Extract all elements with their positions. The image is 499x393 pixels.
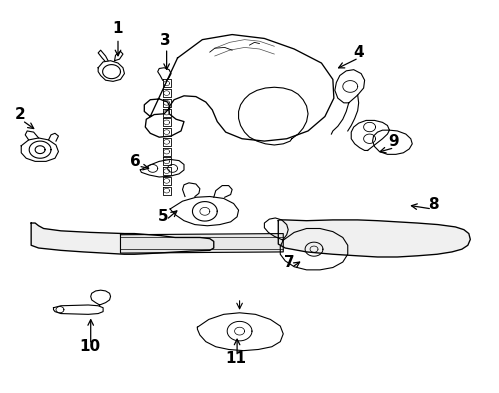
- Polygon shape: [163, 148, 171, 156]
- Polygon shape: [335, 70, 365, 103]
- Polygon shape: [163, 99, 171, 107]
- Polygon shape: [163, 167, 171, 175]
- Text: 7: 7: [284, 255, 294, 270]
- Text: 10: 10: [79, 339, 100, 354]
- Text: 1: 1: [113, 21, 123, 36]
- Polygon shape: [21, 138, 58, 162]
- Text: 3: 3: [160, 33, 171, 48]
- Polygon shape: [163, 128, 171, 136]
- Polygon shape: [163, 109, 171, 116]
- Polygon shape: [373, 130, 412, 154]
- Polygon shape: [120, 233, 283, 253]
- Polygon shape: [31, 223, 214, 254]
- Polygon shape: [239, 87, 308, 145]
- Text: 2: 2: [15, 107, 25, 122]
- Polygon shape: [140, 160, 184, 177]
- Polygon shape: [280, 228, 348, 270]
- Polygon shape: [163, 187, 171, 195]
- Text: 4: 4: [353, 45, 364, 60]
- Polygon shape: [163, 118, 171, 126]
- Polygon shape: [98, 61, 124, 81]
- Polygon shape: [163, 89, 171, 97]
- Polygon shape: [170, 196, 239, 226]
- Polygon shape: [163, 138, 171, 146]
- Text: 6: 6: [130, 154, 141, 169]
- Polygon shape: [198, 313, 283, 351]
- Text: 11: 11: [225, 351, 246, 366]
- Polygon shape: [53, 305, 103, 314]
- Polygon shape: [163, 79, 171, 87]
- Polygon shape: [163, 158, 171, 165]
- Polygon shape: [278, 220, 471, 257]
- Polygon shape: [351, 120, 389, 151]
- Polygon shape: [91, 290, 111, 305]
- Text: 8: 8: [428, 197, 439, 212]
- Polygon shape: [163, 177, 171, 185]
- Polygon shape: [144, 35, 334, 141]
- Text: 9: 9: [388, 134, 399, 149]
- Text: 5: 5: [157, 209, 168, 224]
- Polygon shape: [264, 218, 288, 240]
